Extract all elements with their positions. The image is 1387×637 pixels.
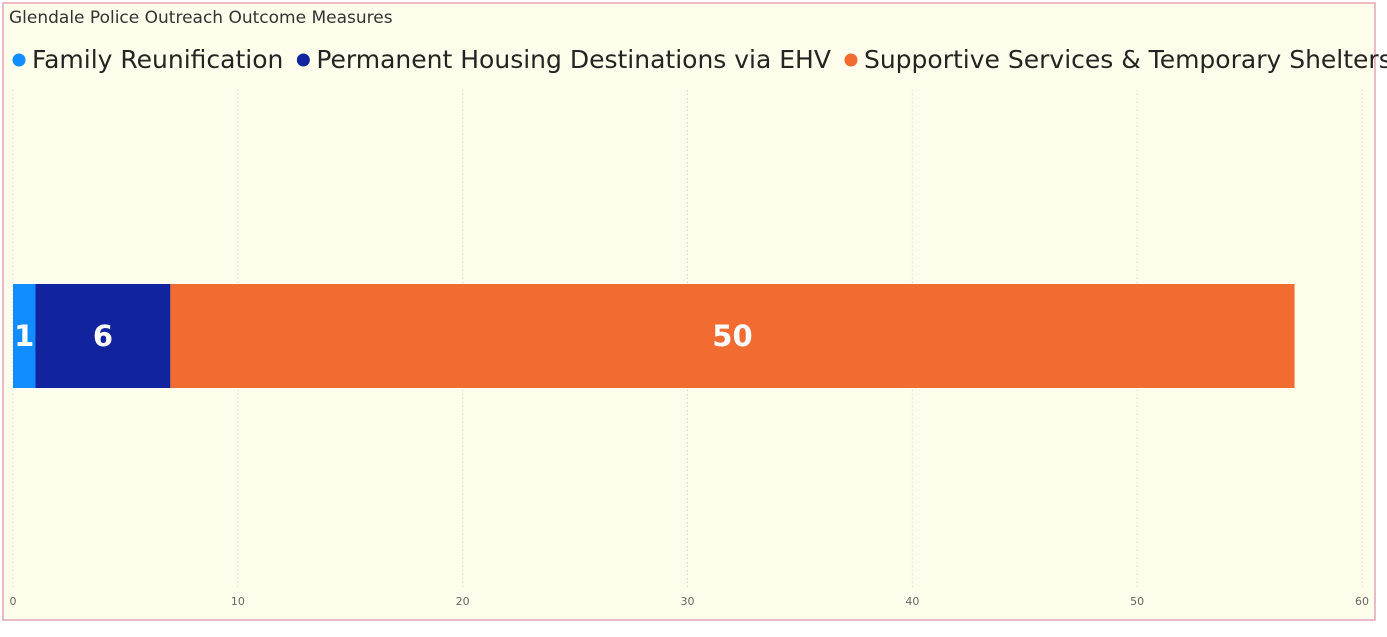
x-tick-label: 0: [10, 595, 17, 608]
legend-label: Permanent Housing Destinations via EHV: [316, 45, 831, 74]
x-tick-label: 10: [231, 595, 245, 608]
bar-segment: [35, 284, 171, 388]
x-tick-label: 50: [1130, 595, 1144, 608]
x-tick-label: 40: [905, 595, 919, 608]
legend: Family Reunification Permanent Housing De…: [12, 45, 1387, 74]
data-label: 1: [14, 319, 34, 353]
legend-label: Supportive Services & Temporary Shelters: [864, 45, 1387, 74]
legend-marker: [844, 53, 858, 67]
chart-title: Glendale Police Outreach Outcome Measure…: [9, 8, 393, 28]
data-label: 6: [93, 319, 113, 353]
data-label: 50: [712, 319, 752, 353]
x-tick-label: 60: [1355, 595, 1369, 608]
x-tick-label: 20: [456, 595, 470, 608]
legend-label: Family Reunification: [32, 45, 283, 74]
bar-segment: [13, 284, 36, 388]
legend-marker: [296, 53, 310, 67]
bar-segment: [170, 284, 1295, 388]
legend-marker: [12, 53, 26, 67]
x-tick-label: 30: [681, 595, 695, 608]
